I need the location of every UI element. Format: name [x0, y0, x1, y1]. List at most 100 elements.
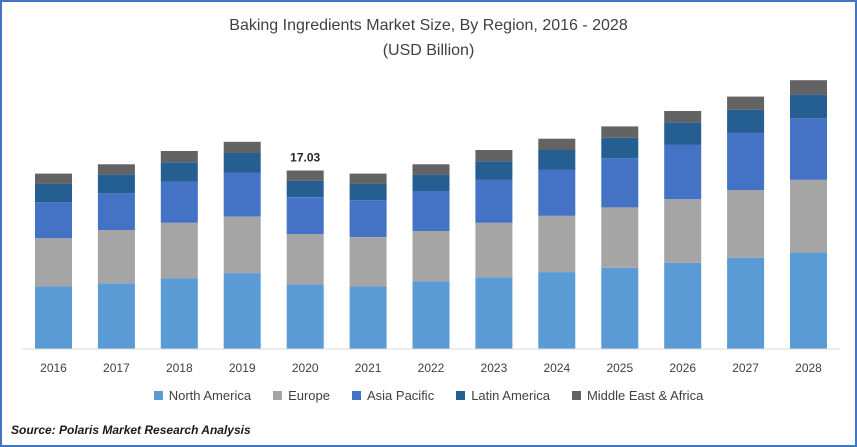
stacked-bar-chart: 2016 2017 2018 2019 2020 2021 2022 2023 2024 2025… — [22, 80, 840, 375]
bar-2022-north-america — [412, 281, 450, 349]
legend-label: Latin America — [471, 388, 550, 403]
x-tick-labels: 2016 2017 2018 2019 2020 2021 2022 2023 2024 2025… — [40, 361, 822, 375]
bar-2017-latin-america — [97, 174, 135, 194]
x-tick-label: 2019 — [229, 361, 256, 375]
bar-2021-europe — [349, 237, 387, 287]
bar-2023-latin-america — [475, 161, 513, 180]
bar-2023-asia-pacific — [475, 179, 513, 223]
bar-2020-europe — [286, 234, 324, 285]
bar-2020-middle-east-africa — [286, 170, 324, 181]
legend-swatch — [153, 391, 163, 400]
bar-2028-europe — [790, 179, 827, 253]
legend-swatch — [273, 391, 283, 400]
bar-2018-middle-east-africa — [160, 151, 198, 163]
bar-2016-europe — [35, 238, 72, 287]
bar-2023-north-america — [475, 277, 513, 349]
bar-2024-latin-america — [538, 150, 576, 170]
legend-item: Europe — [273, 388, 330, 403]
bars-group — [35, 80, 827, 349]
bar-2027-asia-pacific — [727, 132, 765, 190]
x-tick-label: 2020 — [292, 361, 319, 375]
bar-2027-latin-america — [727, 110, 765, 133]
bar-2017-north-america — [97, 283, 135, 349]
bar-2026-north-america — [664, 262, 702, 349]
bar-2028-middle-east-africa — [790, 80, 827, 95]
x-tick-label: 2022 — [418, 361, 445, 375]
data-label: 17.03 — [290, 151, 320, 165]
legend-label: North America — [168, 388, 252, 403]
bar-2025-middle-east-africa — [601, 126, 639, 138]
bar-2026-latin-america — [664, 122, 702, 145]
bar-2026-europe — [664, 199, 702, 263]
bar-2024-europe — [538, 215, 576, 272]
bar-2017-europe — [97, 230, 135, 284]
legend-swatch — [456, 391, 466, 400]
bar-2016-latin-america — [35, 183, 72, 203]
bar-2024-north-america — [538, 272, 576, 349]
bar-2017-asia-pacific — [97, 193, 135, 230]
bar-2028-asia-pacific — [790, 118, 827, 180]
bar-2023-europe — [475, 222, 513, 278]
bar-2021-middle-east-africa — [349, 173, 387, 184]
bar-2024-middle-east-africa — [538, 138, 576, 150]
bar-2025-north-america — [601, 268, 639, 349]
bar-2020-latin-america — [286, 180, 324, 198]
bar-2016-middle-east-africa — [35, 173, 72, 184]
bar-2020-north-america — [286, 284, 324, 349]
x-tick-label: 2016 — [40, 361, 67, 375]
bar-2025-europe — [601, 207, 639, 268]
bar-2027-europe — [727, 190, 765, 258]
bar-2026-middle-east-africa — [664, 111, 702, 123]
chart-title: Baking Ingredients Market Size, By Regio… — [229, 17, 628, 34]
x-tick-label: 2028 — [795, 361, 822, 375]
bar-2019-latin-america — [223, 153, 261, 173]
bar-2016-asia-pacific — [35, 202, 72, 239]
bar-2025-asia-pacific — [601, 158, 639, 208]
x-tick-label: 2017 — [103, 361, 130, 375]
bar-2021-north-america — [349, 286, 387, 349]
legend-item: Middle East & Africa — [571, 388, 704, 403]
legend-label: Europe — [288, 388, 330, 403]
bar-2020-asia-pacific — [286, 197, 324, 235]
bar-2023-middle-east-africa — [475, 150, 513, 162]
bar-2018-asia-pacific — [160, 181, 198, 223]
legend-swatch — [571, 391, 581, 400]
bar-2025-latin-america — [601, 137, 639, 159]
bar-2016-north-america — [35, 286, 72, 349]
bar-2028-latin-america — [790, 94, 827, 119]
bar-2021-asia-pacific — [349, 200, 387, 238]
x-tick-label: 2021 — [355, 361, 382, 375]
bar-2022-europe — [412, 231, 450, 282]
data-labels: 17.03 — [290, 151, 320, 165]
bar-2018-north-america — [160, 278, 198, 349]
legend-item: North America — [153, 388, 252, 403]
bar-2022-latin-america — [412, 174, 450, 191]
bar-2017-middle-east-africa — [97, 164, 135, 175]
bar-2021-latin-america — [349, 183, 387, 201]
bar-2027-middle-east-africa — [727, 96, 765, 110]
bar-2022-middle-east-africa — [412, 164, 450, 175]
legend-item: Latin America — [456, 388, 550, 403]
bar-2019-asia-pacific — [223, 172, 261, 217]
bar-2026-asia-pacific — [664, 144, 702, 200]
chart-legend: North America Europe Asia Pacific Latin Ame… — [2, 388, 855, 403]
bar-2018-latin-america — [160, 162, 198, 182]
x-tick-label: 2023 — [481, 361, 508, 375]
bar-2019-middle-east-africa — [223, 141, 261, 154]
legend-swatch — [352, 391, 361, 400]
x-tick-label: 2026 — [669, 361, 696, 375]
legend-item: Asia Pacific — [352, 388, 434, 403]
x-tick-label: 2018 — [166, 361, 193, 375]
bar-2028-north-america — [790, 252, 827, 349]
bar-2019-north-america — [223, 273, 261, 349]
legend-label: Middle East & Africa — [586, 388, 704, 403]
x-tick-label: 2027 — [732, 361, 759, 375]
chart-subtitle: (USD Billion) — [382, 42, 475, 59]
legend-label: Asia Pacific — [367, 388, 435, 403]
x-tick-label: 2025 — [606, 361, 633, 375]
source-note: Source: Polaris Market Research Analysis — [11, 423, 251, 437]
bar-2022-asia-pacific — [412, 191, 450, 231]
bar-2019-europe — [223, 216, 261, 274]
bar-2027-north-america — [727, 257, 765, 349]
